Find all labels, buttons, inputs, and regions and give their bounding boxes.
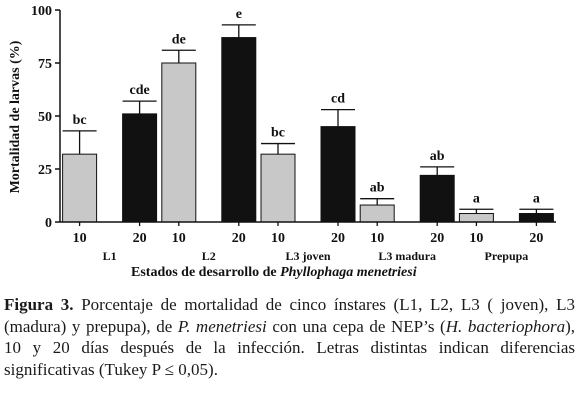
caption-species: P. menetriesi <box>177 316 267 336</box>
caption-text-3: ), 10 y 20 días después de la infección.… <box>4 316 576 379</box>
bar <box>221 37 257 223</box>
caption-text-2: con una cepa de NEP’s ( <box>266 316 446 336</box>
bar-group: bc cde <box>62 83 158 223</box>
group-label: L1 <box>103 249 117 263</box>
group-label: Prepupa <box>485 249 529 263</box>
group-label: L3 joven <box>286 249 331 263</box>
group-label: L2 <box>202 249 216 263</box>
x-tick-label: 20 <box>430 231 444 246</box>
y-axis: 0 25 50 75 100 <box>31 4 61 231</box>
y-tick-label: 100 <box>31 4 52 19</box>
x-tick-label: 20 <box>331 231 345 246</box>
significance-letter: a <box>533 191 540 206</box>
significance-letter: ab <box>370 181 385 196</box>
caption-nep: H. bacteriophora <box>445 316 566 336</box>
bar <box>419 174 455 223</box>
significance-letter: a <box>473 191 480 206</box>
group-label: L3 madura <box>378 249 436 263</box>
y-tick-label: 0 <box>45 216 52 231</box>
bar <box>458 213 494 223</box>
bar-group: de e <box>161 7 257 223</box>
x-tick-label: 10 <box>469 231 483 246</box>
bar <box>161 62 197 223</box>
x-tick-label: 10 <box>73 231 87 246</box>
y-tick-label: 75 <box>38 57 52 72</box>
bar <box>359 204 395 223</box>
x-axis-label-species: Phyllophaga menetriesi <box>280 265 417 280</box>
y-axis-label: Mortalidad de larvas (%) <box>8 40 23 193</box>
significance-letter: cde <box>129 83 149 98</box>
significance-letter: cd <box>331 92 345 107</box>
x-tick-label: 10 <box>370 231 384 246</box>
caption-label: Figura 3. <box>4 295 74 314</box>
x-tick-label: 20 <box>232 231 246 246</box>
significance-letter: de <box>172 32 186 47</box>
significance-letter: e <box>236 7 242 22</box>
bar <box>320 126 356 223</box>
x-tick-label: 20 <box>133 231 147 246</box>
x-tick-label: 10 <box>172 231 186 246</box>
bar <box>62 153 98 223</box>
x-tick-label: 10 <box>271 231 285 246</box>
significance-letter: bc <box>73 113 87 128</box>
bar <box>518 213 554 223</box>
bar-group: ab ab <box>359 149 455 223</box>
bar <box>260 153 296 223</box>
x-axis-label: Estados de desarrollo de Phyllophaga men… <box>131 265 417 280</box>
significance-letter: ab <box>430 149 445 164</box>
bar-group: bc cd <box>260 92 356 223</box>
significance-letter: bc <box>271 126 285 141</box>
caption-text-1: Porcentaje de mortalidad de cinco ínstar… <box>4 295 576 336</box>
bar <box>122 113 158 223</box>
x-tick-label: 20 <box>529 231 543 246</box>
y-tick-label: 50 <box>38 110 52 125</box>
x-axis-label-prefix: Estados de desarrollo de <box>131 265 280 280</box>
figure-caption: Figura 3. Porcentaje de mortalidad de ci… <box>4 294 575 380</box>
y-tick-label: 25 <box>38 163 52 178</box>
